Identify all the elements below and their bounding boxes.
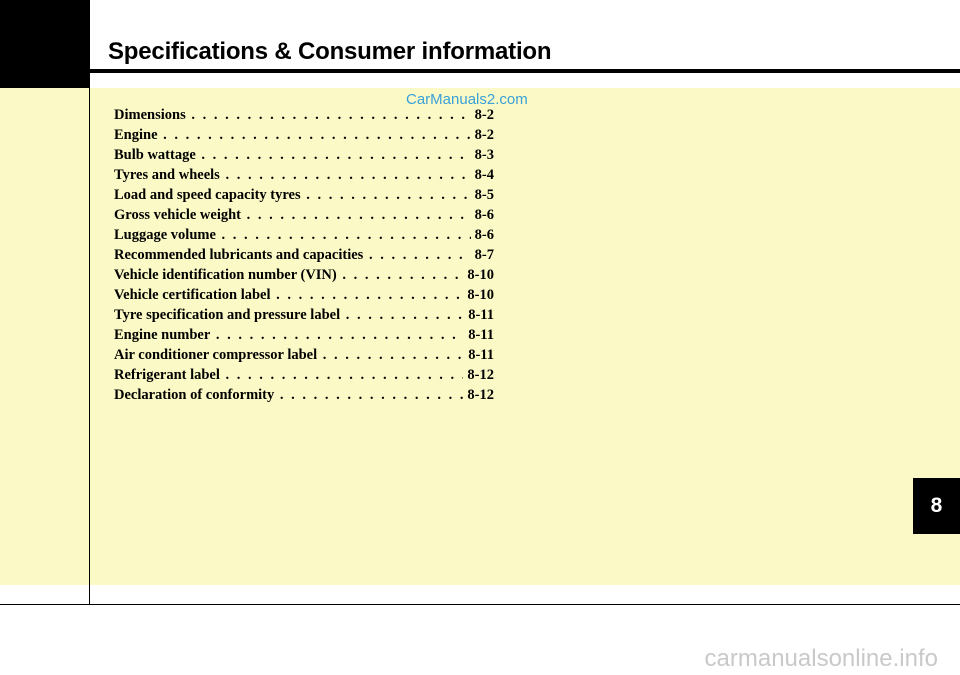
toc-item-title: Bulb wattage — [114, 147, 196, 163]
toc-item[interactable]: Tyres and wheels . . . . . . . . . . . .… — [114, 165, 494, 185]
toc-item[interactable]: Bulb wattage . . . . . . . . . . . . . .… — [114, 145, 494, 165]
toc-item[interactable]: Gross vehicle weight . . . . . . . . . .… — [114, 205, 494, 225]
toc-item[interactable]: Air conditioner compressor label . . . .… — [114, 345, 494, 365]
toc-leader: . . . . . . . . . . . . . . . . . . . . … — [345, 307, 494, 323]
toc-item-title: Vehicle identification number (VIN) — [114, 267, 337, 283]
toc-item-page: 8-2 — [470, 105, 494, 125]
toc-leader: . . . . . . . . . . . . . . . . . . . . … — [279, 387, 494, 403]
table-of-contents: Dimensions . . . . . . . . . . . . . . .… — [114, 105, 494, 405]
toc-leader: . . . . . . . . . . . . . . . . . . . . … — [368, 247, 494, 263]
toc-item-page: 8-11 — [464, 325, 494, 345]
toc-leader: . . . . . . . . . . . . . . . . . . . . … — [221, 227, 494, 243]
toc-item[interactable]: Engine number . . . . . . . . . . . . . … — [114, 325, 494, 345]
toc-item-page: 8-12 — [463, 365, 494, 385]
toc-item-title: Recommended lubricants and capacities — [114, 247, 364, 263]
toc-leader: . . . . . . . . . . . . . . . . . . . . … — [225, 367, 494, 383]
corner-block — [0, 0, 90, 88]
toc-item-title: Engine — [114, 127, 158, 143]
toc-item-page: 8-10 — [463, 285, 494, 305]
toc-item-title: Gross vehicle weight — [114, 207, 241, 223]
toc-leader: . . . . . . . . . . . . . . . . . . . . … — [276, 287, 494, 303]
toc-item[interactable]: Refrigerant label . . . . . . . . . . . … — [114, 365, 494, 385]
toc-leader: . . . . . . . . . . . . . . . . . . . . … — [225, 167, 494, 183]
bottom-rule — [0, 604, 960, 605]
toc-item[interactable]: Engine . . . . . . . . . . . . . . . . .… — [114, 125, 494, 145]
toc-item-title: Dimensions — [114, 107, 186, 123]
toc-item[interactable]: Tyre specification and pressure label . … — [114, 305, 494, 325]
toc-leader: . . . . . . . . . . . . . . . . . . . . … — [306, 187, 494, 203]
toc-item-title: Load and speed capacity tyres — [114, 187, 301, 203]
left-margin-rule — [89, 88, 90, 605]
toc-item[interactable]: Declaration of conformity . . . . . . . … — [114, 385, 494, 405]
toc-item-title: Vehicle certification label — [114, 287, 271, 303]
toc-item-page: 8-11 — [464, 345, 494, 365]
toc-item-page: 8-12 — [463, 385, 494, 405]
toc-leader: . . . . . . . . . . . . . . . . . . . . … — [163, 127, 494, 143]
toc-item-page: 8-6 — [470, 205, 494, 225]
toc-item-page: 8-5 — [470, 185, 494, 205]
toc-item-title: Luggage volume — [114, 227, 216, 243]
header-rule — [90, 69, 960, 73]
toc-leader: . . . . . . . . . . . . . . . . . . . . … — [201, 147, 494, 163]
toc-item-title: Refrigerant label — [114, 367, 220, 383]
chapter-tab[interactable]: 8 — [913, 478, 960, 534]
toc-item[interactable]: Vehicle certification label . . . . . . … — [114, 285, 494, 305]
toc-item-page: 8-4 — [470, 165, 494, 185]
toc-item-page: 8-10 — [463, 265, 494, 285]
toc-item-title: Declaration of conformity — [114, 387, 275, 403]
page-title: Specifications & Consumer information — [108, 38, 552, 65]
toc-item-title: Tyres and wheels — [114, 167, 220, 183]
toc-item[interactable]: Recommended lubricants and capacities . … — [114, 245, 494, 265]
toc-item-title: Air conditioner compressor label — [114, 347, 318, 363]
toc-item[interactable]: Dimensions . . . . . . . . . . . . . . .… — [114, 105, 494, 125]
toc-item-page: 8-6 — [470, 225, 494, 245]
toc-item[interactable]: Vehicle identification number (VIN) . . … — [114, 265, 494, 285]
toc-item[interactable]: Luggage volume . . . . . . . . . . . . .… — [114, 225, 494, 245]
toc-leader: . . . . . . . . . . . . . . . . . . . . … — [191, 107, 494, 123]
toc-item-page: 8-3 — [470, 145, 494, 165]
toc-leader: . . . . . . . . . . . . . . . . . . . . … — [342, 267, 494, 283]
toc-item[interactable]: Load and speed capacity tyres . . . . . … — [114, 185, 494, 205]
toc-leader: . . . . . . . . . . . . . . . . . . . . … — [215, 327, 494, 343]
toc-item-title: Tyre specification and pressure label — [114, 307, 341, 323]
toc-item-title: Engine number — [114, 327, 211, 343]
toc-item-page: 8-7 — [470, 245, 494, 265]
toc-item-page: 8-2 — [470, 125, 494, 145]
toc-leader: . . . . . . . . . . . . . . . . . . . . … — [322, 347, 494, 363]
watermark-carmanuals2: CarManuals2.com — [406, 91, 528, 108]
toc-item-page: 8-11 — [464, 305, 494, 325]
watermark-carmanualsonline: carmanualsonline.info — [704, 645, 938, 672]
toc-leader: . . . . . . . . . . . . . . . . . . . . … — [246, 207, 494, 223]
